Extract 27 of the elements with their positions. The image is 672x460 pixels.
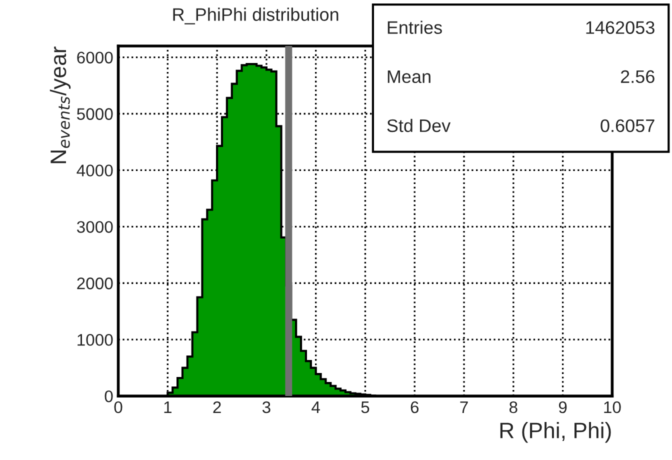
y-axis-title: N$_{events}$/year <box>50 46 71 164</box>
y-tick-label: 4000 <box>76 164 113 176</box>
text: Entries <box>388 20 442 34</box>
y-tick-label: 0 <box>104 390 113 402</box>
y-tick-label: 6000 <box>77 52 113 64</box>
annotation: Mean <box>388 70 430 84</box>
x-tick-label: 9 <box>558 401 567 414</box>
text: 2.56 <box>620 70 654 84</box>
x-tick-label: 8 <box>510 401 518 414</box>
annotation: Std Dev <box>387 118 451 132</box>
x-tick-label: 3 <box>262 401 270 414</box>
x-tick-label: 10 <box>604 401 621 414</box>
x-tick-label: 5 <box>361 402 370 414</box>
x-tick-label: 6 <box>410 401 419 414</box>
chart-title: R_PhiPhi distribution <box>173 8 338 24</box>
y-tick-label: 3000 <box>76 221 113 233</box>
text: 1462053 <box>586 21 654 34</box>
x-tick-label: 4 <box>312 402 320 413</box>
x-tick-label: 7 <box>460 402 468 413</box>
x-axis-title: R (Phi, Phi) <box>500 422 611 443</box>
x-tick-label: 0 <box>114 401 122 414</box>
annotation: 0.6057 <box>600 119 654 132</box>
x-tick-label: 1 <box>164 402 172 413</box>
y-tick-label: 5000 <box>77 108 113 120</box>
x-tick-label: 2 <box>213 401 221 413</box>
y-tick-label: 1000 <box>78 334 113 346</box>
y-tick-label: 2000 <box>77 278 113 290</box>
